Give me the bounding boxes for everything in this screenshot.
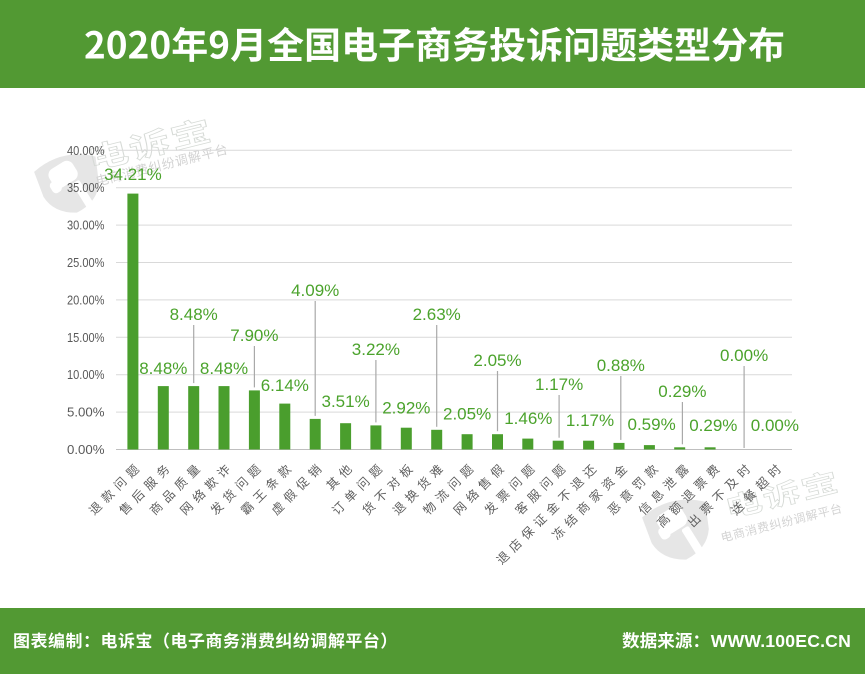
svg-text:20.00%: 20.00% <box>67 292 105 307</box>
svg-text:34.21%: 34.21% <box>104 165 162 184</box>
svg-text:8.48%: 8.48% <box>139 359 187 378</box>
svg-text:0.00%: 0.00% <box>720 346 768 365</box>
svg-text:2.05%: 2.05% <box>443 405 491 424</box>
svg-text:4.09%: 4.09% <box>291 281 339 300</box>
svg-text:1.17%: 1.17% <box>535 375 583 394</box>
svg-text:25.00%: 25.00% <box>67 255 105 270</box>
svg-text:0.00%: 0.00% <box>751 416 799 435</box>
svg-text:2.05%: 2.05% <box>473 351 521 370</box>
svg-text:0.88%: 0.88% <box>597 356 645 375</box>
svg-text:6.14%: 6.14% <box>261 376 309 395</box>
svg-text:15.00%: 15.00% <box>67 330 105 345</box>
svg-text:0.00%: 0.00% <box>67 442 105 457</box>
svg-text:0.29%: 0.29% <box>658 382 706 401</box>
svg-text:3.22%: 3.22% <box>352 340 400 359</box>
svg-text:1.46%: 1.46% <box>504 409 552 428</box>
svg-text:0.29%: 0.29% <box>689 416 737 435</box>
svg-text:30.00%: 30.00% <box>67 218 105 233</box>
svg-text:40.00%: 40.00% <box>67 143 105 158</box>
svg-text:7.90%: 7.90% <box>230 326 278 345</box>
svg-text:10.00%: 10.00% <box>67 367 105 382</box>
svg-text:2.92%: 2.92% <box>382 399 430 418</box>
svg-text:35.00%: 35.00% <box>67 180 105 195</box>
svg-text:5.00%: 5.00% <box>67 405 105 420</box>
svg-text:2.63%: 2.63% <box>413 305 461 324</box>
svg-text:WWW.100EC.CN: WWW.100EC.CN <box>711 631 851 651</box>
svg-text:3.51%: 3.51% <box>321 392 369 411</box>
svg-text:8.48%: 8.48% <box>170 305 218 324</box>
svg-text:1.17%: 1.17% <box>566 411 614 430</box>
svg-text:0.59%: 0.59% <box>627 415 675 434</box>
svg-text:8.48%: 8.48% <box>200 359 248 378</box>
